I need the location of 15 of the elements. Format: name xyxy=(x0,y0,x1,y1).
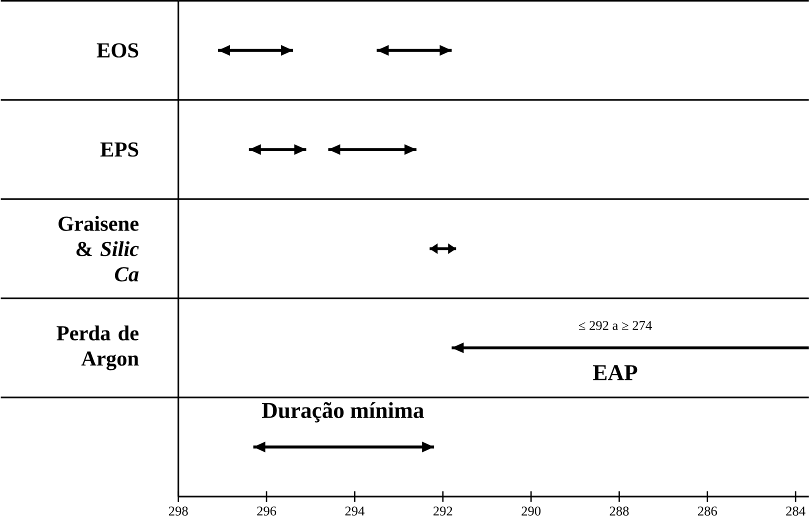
x-tick-label: 294 xyxy=(345,506,364,516)
x-tick-label: 298 xyxy=(168,506,188,516)
annotation: EAP xyxy=(593,365,638,380)
y-tick-label: Graisene & Silic Ca xyxy=(58,216,139,282)
y-tick-label: Perda de Argon xyxy=(56,325,139,370)
x-tick-label: 292 xyxy=(433,506,452,516)
x-tick-label: 290 xyxy=(522,506,541,516)
x-tick-label: 296 xyxy=(257,506,276,516)
y-tick-label: EOS xyxy=(96,43,138,58)
x-tick-label: 288 xyxy=(610,506,629,516)
annotation: Duração mínima xyxy=(262,402,424,422)
y-tick-label: EPS xyxy=(100,142,138,157)
annotation: ≤ 292 a ≥ 274 xyxy=(578,321,652,330)
x-tick-label: 284 xyxy=(786,506,806,516)
x-tick-label: 286 xyxy=(698,506,717,516)
